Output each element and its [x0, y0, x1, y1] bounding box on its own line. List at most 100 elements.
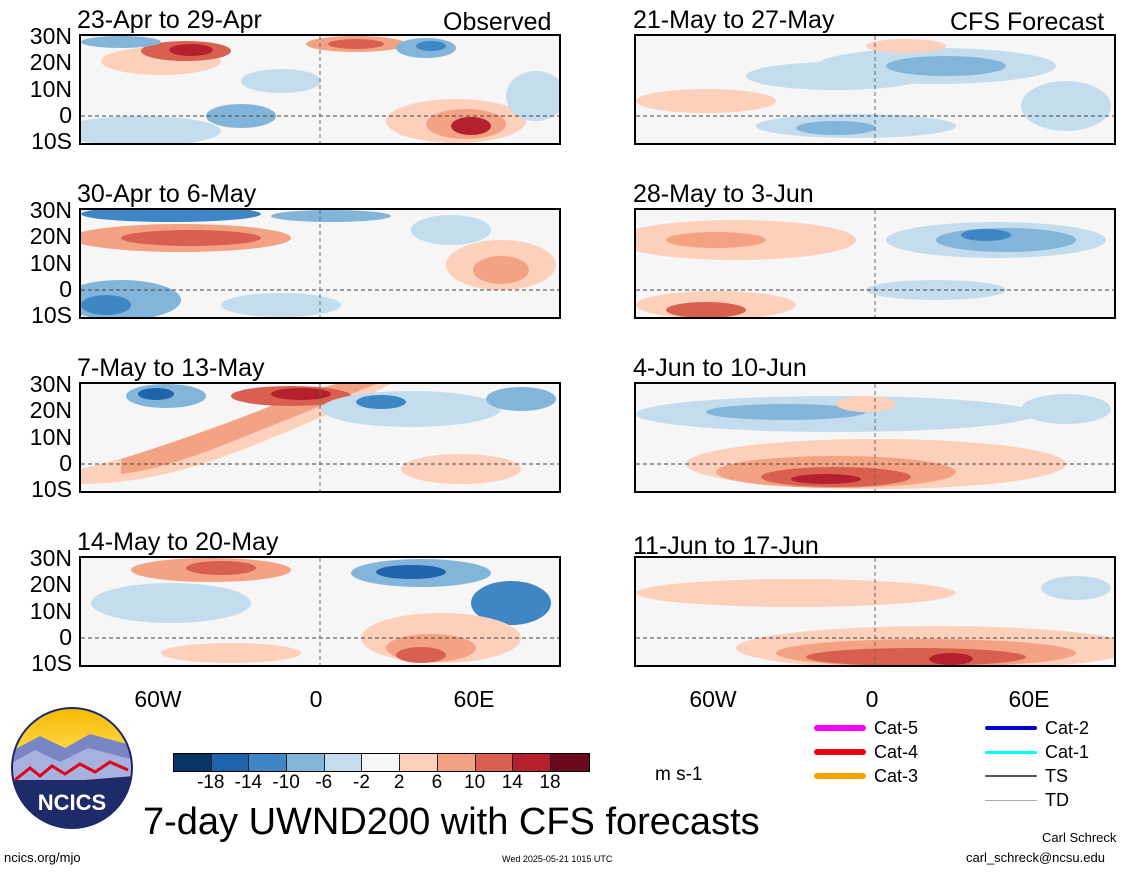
- map-panel: [79, 208, 561, 319]
- lat-label: 20N: [29, 571, 72, 597]
- legend-label: TD: [1045, 789, 1069, 810]
- legend-swatch: [985, 799, 1037, 801]
- colorbar-tick-label: -10: [272, 772, 300, 793]
- lat-label: 10S: [31, 128, 72, 154]
- map-panel: [634, 34, 1116, 145]
- legend-label: Cat-5: [874, 717, 919, 738]
- panel-title: 23-Apr to 29-Apr: [77, 6, 262, 34]
- anomaly-field: [636, 210, 1114, 317]
- colorbar-tick-label: 10: [464, 772, 486, 793]
- colorbar-swatch: [550, 754, 589, 771]
- lat-label: 0: [59, 102, 72, 128]
- colorbar-swatches: [173, 753, 590, 772]
- legend-swatch: [985, 726, 1037, 730]
- anomaly-field: [636, 558, 1114, 665]
- lat-label: 30N: [29, 371, 72, 397]
- panel-title: 7-May to 13-May: [77, 354, 265, 382]
- lat-label: 10N: [29, 598, 72, 624]
- panel-title: 28-May to 3-Jun: [633, 180, 814, 208]
- lat-label: 20N: [29, 397, 72, 423]
- lat-label: 10N: [29, 76, 72, 102]
- observed-label: Observed: [443, 8, 552, 36]
- footer-url: ncics.org/mjo: [4, 850, 81, 865]
- logo-text: NCICS: [38, 790, 106, 815]
- lat-label: 30N: [29, 197, 72, 223]
- legend-swatch: [814, 749, 866, 755]
- lat-label: 30N: [29, 23, 72, 49]
- lat-label: 0: [59, 450, 72, 476]
- colorbar-swatch: [211, 754, 250, 771]
- map-panel: [79, 382, 561, 493]
- legend-item: Cat-1: [985, 740, 1089, 764]
- lon-label: 0: [309, 686, 323, 712]
- colorbar-tick-label: -2: [353, 772, 370, 793]
- lat-label: 0: [59, 276, 72, 302]
- footer-timestamp: Wed 2025-05-21 1015 UTC: [502, 854, 613, 864]
- legend-swatch: [814, 773, 866, 779]
- lon-label: 60W: [134, 686, 182, 712]
- legend-item: Cat-5: [814, 716, 918, 740]
- map-panel: [79, 556, 561, 667]
- forecast-label: CFS Forecast: [950, 8, 1105, 36]
- lon-label: 60E: [1008, 686, 1050, 712]
- colorbar-swatch: [513, 754, 551, 771]
- anomaly-field: [636, 384, 1114, 491]
- legend-swatch: [985, 750, 1037, 754]
- lat-label: 10N: [29, 250, 72, 276]
- colorbar-tick-label: 18: [539, 772, 561, 793]
- map-panel: [634, 556, 1116, 667]
- map-panel: [79, 34, 561, 145]
- colorbar-swatch: [362, 754, 401, 771]
- colorbar-tick-label: 6: [431, 772, 443, 793]
- colorbar-tick-label: -14: [234, 772, 263, 793]
- ncics-logo: NCICS: [10, 706, 134, 830]
- colorbar-swatch: [400, 754, 438, 771]
- anomaly-field: [81, 384, 559, 491]
- lat-label: 10N: [29, 424, 72, 450]
- panel-title: 30-Apr to 6-May: [77, 180, 257, 208]
- author-email: carl_schreck@ncsu.edu: [966, 850, 1105, 865]
- colorbar-tick-label: 2: [393, 772, 405, 793]
- legend-item: TS: [985, 764, 1068, 788]
- legend-label: TS: [1045, 765, 1069, 786]
- anomaly-field: [636, 36, 1114, 143]
- legend-swatch: [985, 775, 1037, 777]
- panel-title: 4-Jun to 10-Jun: [633, 354, 807, 382]
- anomaly-field: [81, 210, 559, 317]
- legend-item: Cat-3: [814, 764, 918, 788]
- legend-item: Cat-4: [814, 740, 918, 764]
- colorbar-tick-label: -6: [315, 772, 333, 793]
- lat-label: 20N: [29, 223, 72, 249]
- colorbar-swatch: [249, 754, 288, 771]
- lat-label: 20N: [29, 49, 72, 75]
- lat-label: 10S: [31, 650, 72, 676]
- colorbar-swatch: [475, 754, 514, 771]
- legend-item: TD: [985, 788, 1069, 812]
- main-title: 7-day UWND200 with CFS forecasts: [143, 801, 760, 843]
- legend-label: Cat-3: [874, 765, 919, 786]
- panel-title: 14-May to 20-May: [77, 528, 279, 556]
- panel-title: 11-Jun to 17-Jun: [633, 532, 819, 560]
- legend-label: Cat-2: [1045, 717, 1090, 738]
- lon-label: 60W: [689, 686, 737, 712]
- legend-item: Cat-2: [985, 716, 1089, 740]
- colorbar-units: m s-1: [655, 764, 703, 785]
- colorbar-swatch: [324, 754, 363, 771]
- legend-swatch: [814, 725, 866, 731]
- anomaly-field: [81, 558, 559, 665]
- lat-label: 10S: [31, 302, 72, 328]
- ncics-logo-icon: NCICS: [11, 707, 133, 829]
- colorbar-swatch: [437, 754, 476, 771]
- panel-title: 21-May to 27-May: [633, 6, 835, 34]
- colorbar-swatch: [174, 754, 212, 771]
- lon-label: 60E: [453, 686, 495, 712]
- lat-label: 0: [59, 624, 72, 650]
- map-panel: [634, 382, 1116, 493]
- lat-label: 30N: [29, 545, 72, 571]
- colorbar-tick-label: -18: [196, 772, 225, 793]
- lat-label: 10S: [31, 476, 72, 502]
- anomaly-field: [81, 36, 559, 143]
- lon-label: 0: [865, 686, 879, 712]
- legend-label: Cat-1: [1045, 741, 1090, 762]
- map-panel: [634, 208, 1116, 319]
